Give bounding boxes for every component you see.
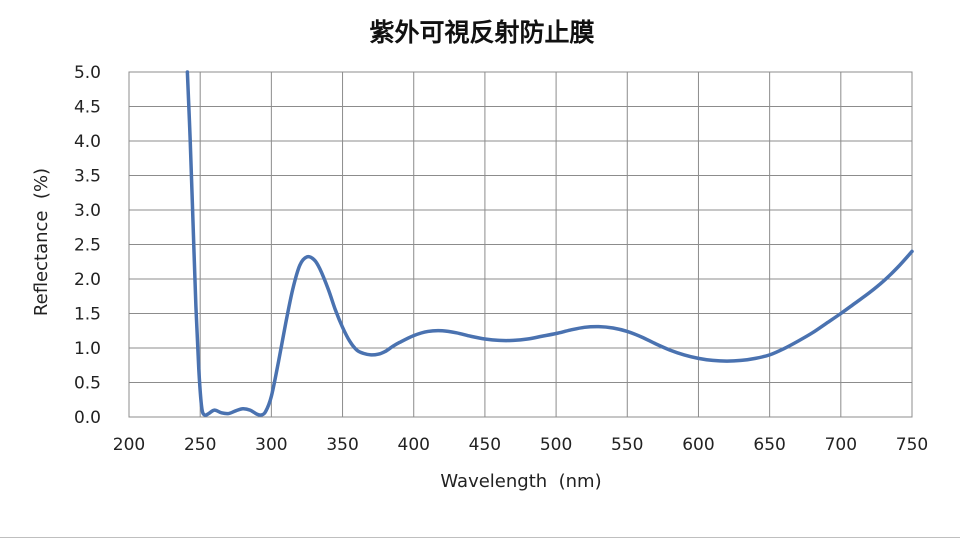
y-tick-label: 3.5 [74,167,101,187]
y-tick-label: 1.0 [74,339,101,359]
y-tick-label: 1.5 [74,305,101,325]
x-tick-label: 750 [896,435,928,455]
x-axis-label: Wavelength (nm) [440,471,601,492]
x-tick-label: 650 [753,435,785,455]
y-tick-label: 2.5 [74,236,101,256]
reflectance-series-line [185,70,914,418]
y-tick-label: 4.0 [74,132,101,152]
series-group [185,70,914,418]
x-tick-label: 450 [469,435,501,455]
x-tick-label: 550 [611,435,643,455]
y-tick-label: 2.0 [74,270,101,290]
bottom-divider [0,537,960,538]
x-tick-label: 500 [540,435,572,455]
x-tick-label: 400 [398,435,430,455]
y-axis-label: Reflectance (%) [31,168,52,316]
y-tick-label: 4.5 [74,98,101,118]
x-tick-label: 350 [326,435,358,455]
chart-grid [128,71,913,418]
x-tick-label: 700 [825,435,857,455]
x-tick-label: 250 [184,435,216,455]
plot-area-border [128,71,913,418]
chart-title: 紫外可視反射防止膜 [369,18,594,47]
x-tick-labels: 200 250 300 350 400 450 500 550 600 650 700 750 [113,435,928,455]
y-tick-label: 5.0 [74,63,101,83]
x-tick-label: 200 [113,435,145,455]
y-tick-label: 3.0 [74,201,101,221]
x-tick-label: 300 [255,435,287,455]
y-tick-label: 0.5 [74,374,101,394]
y-tick-labels: 0.0 0.5 1.0 1.5 2.0 2.5 3.0 3.5 4.0 4.5 5.0 [74,63,101,428]
y-tick-label: 0.0 [74,408,101,428]
x-tick-label: 600 [682,435,714,455]
